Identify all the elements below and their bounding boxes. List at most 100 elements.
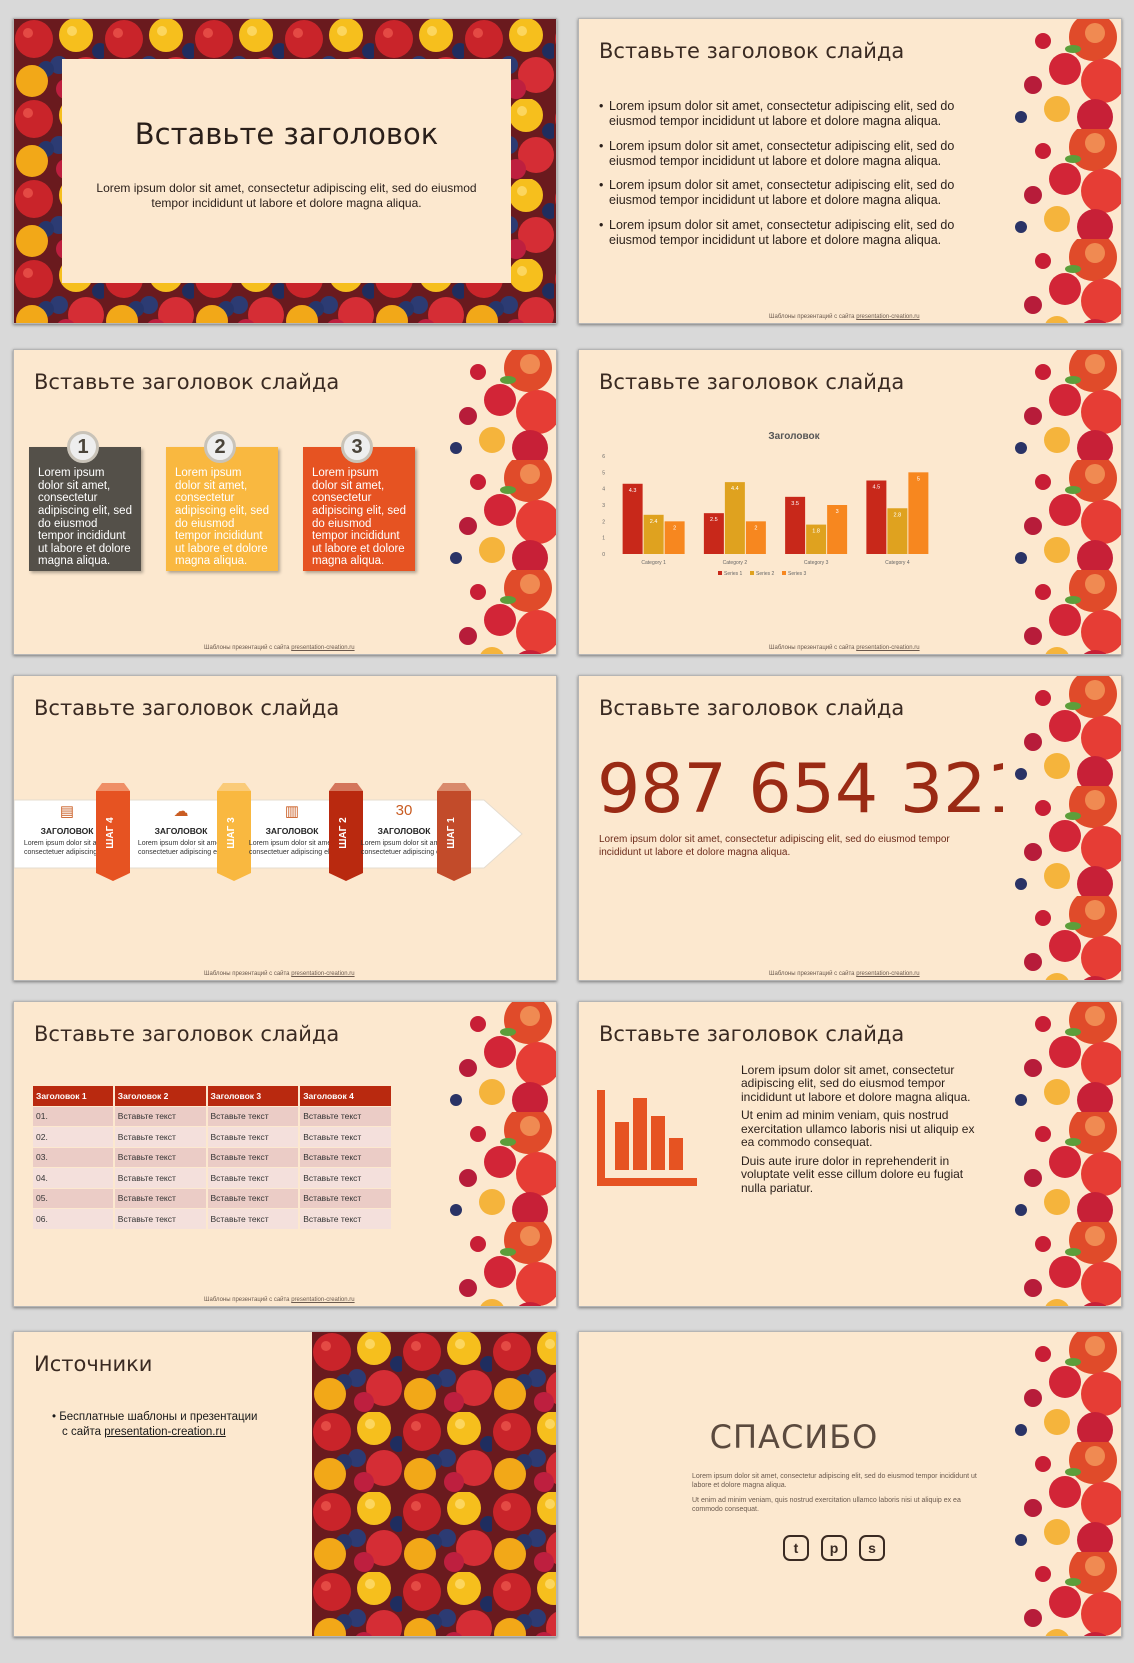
table-cell: Вставьте текст [299, 1187, 393, 1209]
slide-10-thanks[interactable]: СПАСИБО Lorem ipsum dolor sit amet, cons… [578, 1331, 1122, 1637]
slide-title: Вставьте заголовок слайда [599, 39, 905, 63]
bar-chart-icon [597, 1090, 697, 1186]
document-icon: ▤ [59, 803, 75, 820]
slide-2-bullets[interactable]: Вставьте заголовок слайда Lorem ipsum do… [578, 18, 1122, 324]
table-cell: 05. [33, 1187, 115, 1209]
table-cell: 03. [33, 1146, 115, 1168]
step-body: Lorem ipsum dolor sit amet, consectetuer… [137, 840, 225, 857]
footer-credit: Шаблоны презентаций с сайта presentation… [204, 645, 355, 651]
data-label: 1.8 [812, 529, 820, 535]
bullet-item: Lorem ipsum dolor sit amet, consectetur … [599, 178, 979, 209]
bar [806, 524, 827, 554]
footer-credit: Шаблоны презентаций с сайта presentation… [769, 645, 920, 651]
fruit-border-image [1003, 1332, 1121, 1636]
card-text: Lorem ipsum dolor sit amet, consectetur … [175, 467, 269, 568]
step-heading: ЗАГОЛОВОК [154, 826, 208, 836]
step-block: ▤ ЗАГОЛОВОК Lorem ipsum dolor sit amet, co… [14, 802, 120, 857]
table-row: 02. Вставьте текст Вставьте текст Вставьте … [33, 1126, 393, 1147]
skype-icon[interactable]: s [859, 1535, 885, 1561]
step-tab: ШАГ 4 [96, 783, 130, 881]
slide-title: Вставьте заголовок слайда [34, 1022, 340, 1046]
number-description: Lorem ipsum dolor sit amet, consectetur … [599, 834, 950, 858]
card-3: 3 Lorem ipsum dolor sit amet, consectetu… [303, 431, 415, 571]
y-tick-label: 5 [602, 470, 605, 476]
slide-8-info[interactable]: Вставьте заголовок слайда Lorem ipsum do… [578, 1001, 1122, 1307]
y-tick-label: 3 [602, 503, 605, 509]
y-tick-label: 0 [602, 552, 605, 558]
data-label: 2 [673, 525, 676, 531]
slide-9-sources[interactable]: Источники • Бесплатные шаблоны и презент… [13, 1331, 557, 1637]
table-cell: Вставьте текст [113, 1167, 208, 1188]
table-cell: Вставьте текст [206, 1167, 301, 1188]
step-heading: ЗАГОЛОВОК [265, 826, 319, 836]
slide-subtitle: Lorem ipsum dolor sit amet, consectetur … [96, 181, 477, 210]
data-label: 2.4 [650, 519, 658, 525]
slide-5-steps[interactable]: Вставьте заголовок слайда ▤ ЗАГОЛОВОК Lore… [13, 675, 557, 981]
step-label: ШАГ 3 [226, 817, 237, 849]
fruit-border-image [1003, 19, 1121, 323]
slide-3-cards[interactable]: Вставьте заголовок слайда 1 Lorem ipsum … [13, 349, 557, 655]
bullet-list: Lorem ipsum dolor sit amet, consectetur … [599, 99, 979, 257]
table-cell: 02. [33, 1126, 115, 1147]
legend-label: Series 3 [788, 571, 807, 577]
fruit-photo [312, 1332, 556, 1636]
legend-swatch [750, 571, 754, 575]
slide-title: Источники [34, 1352, 153, 1376]
step-block: ▥ ЗАГОЛОВОК Lorem ipsum dolor sit amet, co… [239, 802, 345, 857]
y-tick-label: 1 [602, 536, 605, 542]
card-text: Lorem ipsum dolor sit amet, consectetur … [312, 467, 406, 568]
slide-title: Вставьте заголовок слайда [599, 1022, 905, 1046]
step-body: Lorem ipsum dolor sit amet, consectetuer… [248, 840, 336, 857]
fruit-border-image [1003, 676, 1121, 980]
card-number: 1 [67, 431, 99, 463]
table-cell: Вставьте текст [206, 1105, 301, 1127]
paragraph: Ut enim ad minim veniam, quis nostrud ex… [741, 1108, 975, 1150]
bar [724, 482, 745, 554]
card-text: Lorem ipsum dolor sit amet, consectetur … [38, 467, 132, 568]
step-block: ☁ ЗАГОЛОВОК Lorem ipsum dolor sit amet, co… [128, 802, 234, 857]
cloud-icon: ☁ [173, 803, 189, 820]
slide-6-number[interactable]: Вставьте заголовок слайда 987 654 321 Lo… [578, 675, 1122, 981]
slide-7-table[interactable]: Вставьте заголовок слайда Заголовок 1 За… [13, 1001, 557, 1307]
data-label: 4.3 [629, 488, 637, 494]
bullet-item: Lorem ipsum dolor sit amet, consectetur … [599, 99, 979, 130]
step-label: ШАГ 4 [105, 817, 116, 849]
data-label: 2.5 [710, 517, 718, 523]
data-label: 3 [836, 509, 839, 515]
data-label: 4.4 [731, 486, 739, 492]
big-number: 987 654 321 [597, 750, 1030, 829]
binders-icon: ▥ [284, 803, 300, 820]
step-tab: ШАГ 1 [437, 783, 471, 881]
table-row: 05. Вставьте текст Вставьте текст Вставьте … [33, 1187, 393, 1209]
source-link[interactable]: presentation-creation.ru [104, 1425, 226, 1438]
slide-title: Вставьте заголовок слайда [599, 370, 905, 394]
footer-credit: Шаблоны презентаций с сайта presentation… [204, 971, 355, 977]
info-text: Lorem ipsum dolor sit amet, consectetur … [741, 1063, 985, 1200]
thanks-text: Ut enim ad minim veniam, quis nostrud ex… [692, 1497, 961, 1514]
steps-arrow [14, 799, 523, 869]
data-label: 2.8 [894, 512, 902, 518]
footer-credit: Шаблоны презентаций с сайта presentation… [204, 1297, 355, 1303]
step-heading: ЗАГОЛОВОК [377, 826, 431, 836]
bar [664, 521, 685, 554]
twitter-icon[interactable]: t [783, 1535, 809, 1561]
table-cell: Вставьте текст [113, 1187, 208, 1209]
table-cell: Вставьте текст [206, 1187, 301, 1209]
bar [827, 505, 848, 554]
footer-credit: Шаблоны презентаций с сайта presentation… [769, 314, 920, 320]
card-number: 2 [204, 431, 236, 463]
x-tick-label: Category 3 [804, 560, 829, 566]
pinterest-icon[interactable]: p [821, 1535, 847, 1561]
table-header-cell: Заголовок 2 [113, 1086, 208, 1106]
fruit-border-image [438, 1002, 556, 1306]
table-header-cell: Заголовок 3 [206, 1086, 301, 1106]
slide-1-title[interactable]: Вставьте заголовок Lorem ipsum dolor sit… [13, 18, 557, 324]
slide-title: Вставьте заголовок слайда [599, 696, 905, 720]
table-header-row: Заголовок 1 Заголовок 2 Заголовок 3 Заго… [33, 1086, 393, 1106]
bar [745, 521, 766, 554]
data-label: 4.5 [873, 485, 881, 491]
card-1: 1 Lorem ipsum dolor sit amet, consectetu… [29, 431, 141, 571]
legend-label: Series 2 [756, 571, 775, 577]
step-tab: ШАГ 3 [217, 783, 251, 881]
slide-4-chart[interactable]: Вставьте заголовок слайда Заголовок 0 1 2 3… [578, 349, 1122, 655]
